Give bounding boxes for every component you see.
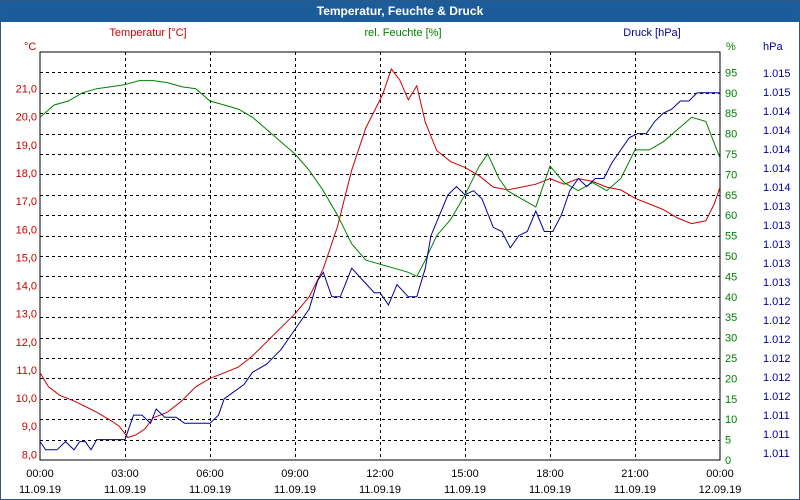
x-tick-time: 15:00 <box>451 468 479 480</box>
pressure-tick-label: 1.011 <box>763 448 790 460</box>
x-tick-time: 18:00 <box>536 468 564 480</box>
x-tick-time: 06:00 <box>196 468 224 480</box>
temperature-tick-label: 8,0 <box>22 449 37 461</box>
x-tick-date: 11.09.19 <box>614 484 656 496</box>
pressure-tick-label: 1.013 <box>763 277 791 289</box>
humidity-tick-label: 45 <box>725 271 737 283</box>
pressure-tick-label: 1.013 <box>763 239 791 251</box>
legend-humidity: rel. Feuchte [%] <box>364 27 441 39</box>
window-title: Temperatur, Feuchte & Druck <box>1 1 799 22</box>
humidity-tick-label: 55 <box>725 231 737 243</box>
pressure-tick-label: 1.013 <box>763 201 791 213</box>
pressure-tick-label: 1.012 <box>763 372 791 384</box>
humidity-tick-label: 30 <box>725 333 737 345</box>
humidity-unit-label: % <box>726 41 736 53</box>
temperature-tick-label: 14,0 <box>16 281 37 293</box>
pressure-tick-label: 1.014 <box>763 163 791 175</box>
humidity-tick-label: 5 <box>725 435 731 447</box>
pressure-tick-label: 1.015 <box>763 87 791 99</box>
pressure-unit-label: hPa <box>763 41 783 53</box>
axes <box>39 51 721 461</box>
humidity-tick-label: 0 <box>725 455 731 467</box>
humidity-tick-label: 65 <box>725 190 737 202</box>
tick-labels: 00:00 11.09.19 03:00 11.09.19 06:00 11.09.19 0… <box>16 27 791 496</box>
temperature-tick-label: 13,0 <box>16 309 37 321</box>
legend-pressure: Druck [hPa] <box>623 27 680 39</box>
x-tick-date: 11.09.19 <box>104 484 146 496</box>
pressure-tick-label: 1.014 <box>763 144 791 156</box>
pressure-tick-label: 1.012 <box>763 334 791 346</box>
temperature-tick-label: 20,0 <box>16 112 37 124</box>
temperature-tick-label: 17,0 <box>16 196 37 208</box>
humidity-tick-label: 70 <box>725 169 737 181</box>
humidity-tick-label: 50 <box>725 251 737 263</box>
humidity-tick-label: 75 <box>725 149 737 161</box>
temperature-tick-label: 19,0 <box>16 140 37 152</box>
x-tick-date: 11.09.19 <box>189 484 231 496</box>
pressure-series-line <box>39 92 720 451</box>
x-tick-time: 21:00 <box>621 468 649 480</box>
grid <box>40 52 720 460</box>
pressure-tick-label: 1.012 <box>763 353 791 365</box>
humidity-tick-label: 35 <box>725 312 737 324</box>
pressure-tick-label: 1.012 <box>763 391 791 403</box>
x-tick-time: 09:00 <box>281 468 309 480</box>
temperature-tick-label: 18,0 <box>16 168 37 180</box>
x-tick-date: 11.09.19 <box>444 484 486 496</box>
humidity-tick-label: 40 <box>725 292 737 304</box>
x-tick-date: 11.09.19 <box>19 484 61 496</box>
pressure-tick-label: 1.014 <box>763 106 791 118</box>
temperature-unit-label: °C <box>24 41 36 53</box>
humidity-tick-label: 10 <box>725 414 737 426</box>
humidity-tick-label: 95 <box>725 67 737 79</box>
pressure-tick-label: 1.011 <box>763 410 790 422</box>
pressure-tick-label: 1.015 <box>763 68 791 80</box>
temperature-tick-label: 16,0 <box>16 224 37 236</box>
humidity-tick-label: 60 <box>725 210 737 222</box>
legend-temperature: Temperatur [°C] <box>109 27 186 39</box>
temperature-tick-label: 9,0 <box>22 421 37 433</box>
temperature-tick-label: 12,0 <box>16 337 37 349</box>
x-tick-time: 00:00 <box>26 468 54 480</box>
temperature-tick-label: 11,0 <box>16 365 37 377</box>
pressure-tick-label: 1.012 <box>763 315 791 327</box>
temperature-tick-label: 15,0 <box>16 252 37 264</box>
pressure-tick-label: 1.014 <box>763 125 791 137</box>
plot-border <box>39 51 721 461</box>
series-lines <box>39 67 721 451</box>
x-tick-time: 12:00 <box>366 468 394 480</box>
humidity-tick-label: 25 <box>725 353 737 365</box>
temperature-tick-label: 10,0 <box>16 393 37 405</box>
humidity-tick-label: 90 <box>725 88 737 100</box>
humidity-tick-label: 15 <box>725 394 737 406</box>
x-tick-time: 00:00 <box>706 468 734 480</box>
x-tick-date: 11.09.19 <box>274 484 316 496</box>
pressure-tick-label: 1.011 <box>763 429 790 441</box>
pressure-tick-label: 1.012 <box>763 296 791 308</box>
x-tick-time: 03:00 <box>111 468 139 480</box>
pressure-tick-label: 1.013 <box>763 220 791 232</box>
humidity-tick-label: 80 <box>725 129 737 141</box>
temperature-tick-label: 21,0 <box>16 84 37 96</box>
temperature-series-line <box>39 67 721 439</box>
x-tick-date: 11.09.19 <box>359 484 401 496</box>
humidity-series-line <box>39 80 721 278</box>
humidity-tick-label: 85 <box>725 108 737 120</box>
x-tick-date: 11.09.19 <box>529 484 571 496</box>
x-tick-date: 12.09.19 <box>699 484 742 496</box>
pressure-tick-label: 1.014 <box>763 182 791 194</box>
pressure-tick-label: 1.013 <box>763 258 791 270</box>
humidity-tick-label: 20 <box>725 373 737 385</box>
